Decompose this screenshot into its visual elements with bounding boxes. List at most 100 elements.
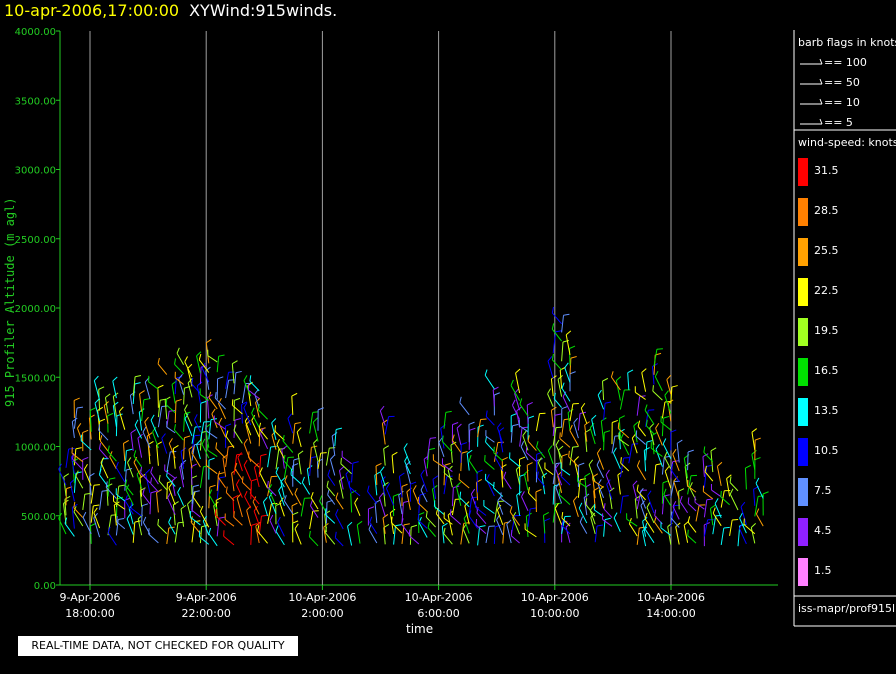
wind-barb-flag <box>72 458 79 463</box>
wind-barb <box>233 372 237 395</box>
wind-barb-flag <box>235 370 242 374</box>
speed-legend-label: 13.5 <box>814 404 839 417</box>
wind-barb-flag <box>547 356 553 362</box>
wind-barb <box>720 496 730 506</box>
wind-barb <box>704 471 714 482</box>
wind-barb <box>214 397 226 410</box>
barb-legend-label: == 50 <box>824 76 860 89</box>
wind-barb <box>555 444 563 458</box>
wind-barb-flag <box>192 484 200 488</box>
wind-barb-flag <box>109 477 116 480</box>
wind-barb <box>516 494 521 516</box>
wind-barb-flag <box>612 447 617 454</box>
wind-barb-flag <box>140 466 143 474</box>
wind-barb <box>459 402 470 416</box>
wind-barb-flag <box>208 527 212 534</box>
wind-barb-flag <box>244 490 248 497</box>
wind-barb-flag <box>64 517 68 524</box>
wind-barb-flag <box>217 470 221 477</box>
wind-barb <box>580 407 588 424</box>
wind-barb <box>324 513 336 524</box>
wind-barb <box>201 443 210 459</box>
wind-barb <box>443 533 453 545</box>
wind-barb-flag <box>135 375 142 378</box>
wind-barb-flag <box>723 526 730 529</box>
wind-barb <box>637 426 646 437</box>
wind-barb <box>409 526 412 545</box>
wind-barb <box>325 448 330 466</box>
wind-barb-flag <box>187 499 193 505</box>
wind-barb <box>383 527 386 545</box>
wind-barb <box>234 468 243 481</box>
wind-barb <box>404 460 411 475</box>
wind-barb-flag <box>197 381 203 387</box>
wind-barb <box>233 516 243 526</box>
wind-barb-flag <box>234 397 241 401</box>
wind-barb-flag <box>282 434 285 442</box>
wind-barb <box>310 497 319 510</box>
wind-barb-flag <box>461 451 468 454</box>
wind-barb <box>511 535 520 544</box>
wind-barb <box>555 487 563 504</box>
wind-barb <box>196 355 201 374</box>
wind-barb-flag <box>271 418 277 424</box>
wind-barb <box>443 412 447 429</box>
wind-barb <box>216 356 220 373</box>
wind-barb-flag <box>751 428 758 433</box>
wind-barb-flag <box>558 445 564 451</box>
wind-barb-flag <box>380 466 385 472</box>
wind-barb <box>636 465 647 481</box>
wind-barb <box>432 479 437 499</box>
legend-panel: barb flags in knots == 100 == 50 == 10 == 5… <box>794 30 896 626</box>
wind-barb-flag <box>445 410 452 413</box>
wind-barb <box>166 451 171 473</box>
wind-barb-flag <box>655 422 660 429</box>
wind-barb-flag <box>243 402 248 408</box>
wind-barb <box>485 435 495 443</box>
wind-barb <box>126 518 134 535</box>
wind-barb-flag <box>152 426 157 433</box>
wind-barb <box>184 409 193 427</box>
wind-barb-flag <box>98 468 102 475</box>
wind-barb <box>192 497 201 508</box>
x-tick-time: 2:00:00 <box>301 607 343 620</box>
wind-barb <box>631 437 638 454</box>
wind-barb <box>663 494 672 507</box>
wind-barb <box>124 485 134 496</box>
wind-barb <box>73 473 77 493</box>
wind-barb <box>738 528 747 545</box>
wind-barb-flag <box>312 417 318 423</box>
wind-barb <box>267 486 277 497</box>
wind-barb <box>207 449 218 458</box>
wind-barb-flag <box>225 486 228 493</box>
wind-barb-flag <box>612 419 618 423</box>
wind-barb-flag <box>133 456 138 463</box>
wind-barb-flag <box>174 358 176 365</box>
wind-barb <box>443 517 453 525</box>
wind-barb-flag <box>237 452 242 458</box>
wind-barb-flag <box>633 421 639 427</box>
wind-barb-flag <box>194 414 198 420</box>
wind-barb <box>740 506 747 525</box>
wind-barb-flag <box>443 527 446 534</box>
wind-barb <box>676 443 680 463</box>
wind-barb-flag <box>617 422 620 429</box>
x-tick-date: 10-Apr-2006 <box>405 591 473 604</box>
speed-color-swatch <box>798 278 808 306</box>
wind-barb <box>241 383 247 404</box>
wind-barb <box>350 493 353 513</box>
wind-barb <box>313 443 319 462</box>
wind-barb-flag <box>142 426 147 433</box>
wind-barb <box>150 419 159 438</box>
wind-barb <box>99 491 103 510</box>
wind-barb <box>485 441 495 453</box>
wind-barb <box>603 508 613 518</box>
wind-barb <box>191 452 201 468</box>
wind-barb-flag <box>339 466 345 471</box>
wind-barb <box>751 454 756 470</box>
wind-barb <box>636 527 640 545</box>
wind-barb-flag <box>124 495 128 502</box>
wind-barb <box>309 536 319 547</box>
wind-barb-flag <box>468 454 472 461</box>
wind-barb <box>602 381 605 401</box>
